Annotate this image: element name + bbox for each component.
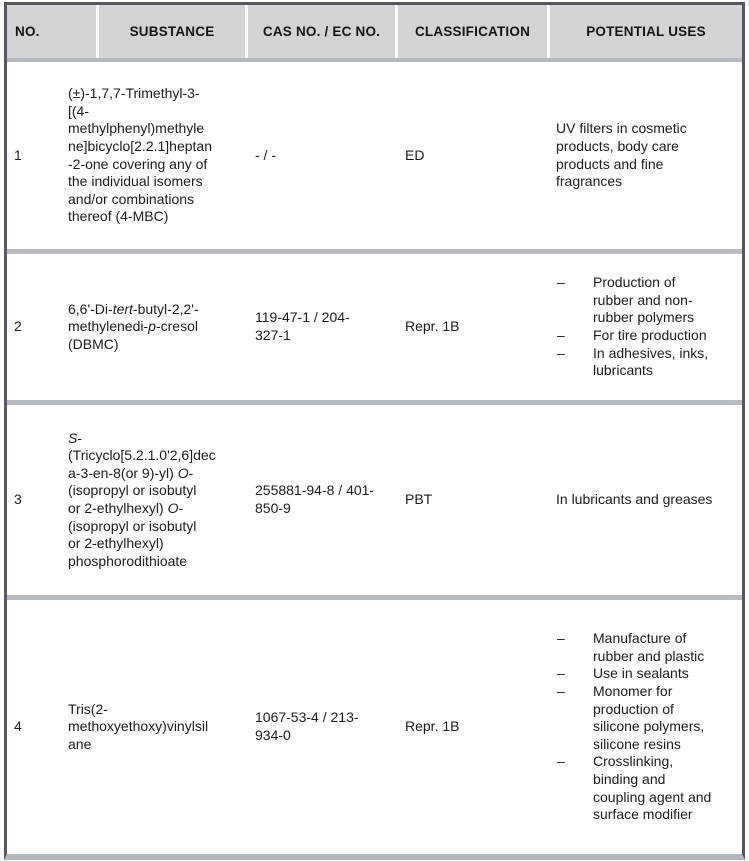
use-list-item: – Crosslinking, binding and coupling agen… xyxy=(556,753,738,823)
use-item-text: Use in sealants xyxy=(593,665,689,682)
cell-classification: Repr. 1B xyxy=(405,318,556,336)
cell-classification: PBT xyxy=(405,491,556,509)
substance-name-part: 6,6'-Di- xyxy=(68,300,113,317)
cell-no: 1 xyxy=(7,147,68,165)
use-list-item: – Use in sealants xyxy=(556,665,738,683)
use-item-text: Crosslinking, binding and coupling agent… xyxy=(593,753,712,823)
use-list-item: – In adhesives, inks, lubricants xyxy=(556,345,738,380)
substance-name-part: - (Tricyclo[5.2.1.0'2,6]dec a-3-en-8(or … xyxy=(68,429,216,481)
cas-ec-number: 255881-94-8 / 401- 850-9 xyxy=(255,482,375,516)
table-row: 3 S- (Tricyclo[5.2.1.0'2,6]dec a-3-en-8(… xyxy=(7,405,742,595)
dash-bullet: – xyxy=(557,665,565,682)
uses-list: – Production of rubber and non- rubber po… xyxy=(556,274,738,380)
substance-name-italic-part: p xyxy=(148,318,156,335)
cell-cas-ec: 119-47-1 / 204- 327-1 xyxy=(255,309,405,344)
substances-table: NO. SUBSTANCE CAS NO. / EC NO. CLASSIFIC… xyxy=(4,2,745,860)
cas-ec-number: - / - xyxy=(255,146,276,163)
header-cell-potential-uses: POTENTIAL USES xyxy=(547,5,742,58)
cell-no: 4 xyxy=(7,718,68,736)
table-row: 4 Tris(2- methoxyethoxy)vinylsil ane 106… xyxy=(7,600,742,854)
use-item-text: Production of rubber and non- rubber pol… xyxy=(593,274,695,326)
table-header-row: NO. SUBSTANCE CAS NO. / EC NO. CLASSIFIC… xyxy=(7,5,742,58)
cell-substance: Tris(2- methoxyethoxy)vinylsil ane xyxy=(68,701,255,754)
cell-no: 3 xyxy=(7,491,68,509)
substance-name-part: - (isopropyl or isobutyl or 2-ethylhexyl… xyxy=(68,464,197,516)
use-item-text: Monomer for production of silicone polym… xyxy=(593,683,705,752)
substance-name: (±)-1,7,7-Trimethyl-3- [(4- methylphenyl… xyxy=(68,85,212,224)
table-row: 2 6,6'-Di-tert-butyl-2,2'- methylenedi-p… xyxy=(7,254,742,400)
dash-bullet: – xyxy=(557,327,565,343)
header-separator xyxy=(7,58,742,62)
row-number: 1 xyxy=(14,146,22,163)
substance-name: S- (Tricyclo[5.2.1.0'2,6]dec a-3-en-8(or… xyxy=(68,430,216,569)
use-item-text: Manufacture of rubber and plastic xyxy=(593,630,705,664)
header-label: CAS NO. / EC NO. xyxy=(262,24,381,39)
cas-ec-number: 1067-53-4 / 213- 934-0 xyxy=(255,709,359,743)
substance-name: 6,6'-Di-tert-butyl-2,2'- methylenedi-p-c… xyxy=(68,301,199,352)
substance-name-part: - (isopropyl or isobutyl or 2-ethylhexyl… xyxy=(68,500,197,569)
cell-substance: 6,6'-Di-tert-butyl-2,2'- methylenedi-p-c… xyxy=(68,301,255,354)
header-label: POTENTIAL USES xyxy=(586,24,706,39)
cell-cas-ec: 1067-53-4 / 213- 934-0 xyxy=(255,709,405,744)
header-cell-classification: CLASSIFICATION xyxy=(395,5,547,58)
use-list-item: – For tire production xyxy=(556,327,738,345)
cell-cas-ec: 255881-94-8 / 401- 850-9 xyxy=(255,482,405,517)
row-number: 2 xyxy=(14,318,22,335)
classification-value: ED xyxy=(405,146,425,163)
uses-text: UV filters in cosmetic products, body ca… xyxy=(556,120,687,190)
row-number: 4 xyxy=(14,718,22,735)
cell-no: 2 xyxy=(7,318,68,336)
cell-potential-uses: In lubricants and greases xyxy=(556,491,742,509)
cell-potential-uses: UV filters in cosmetic products, body ca… xyxy=(556,120,742,190)
cell-cas-ec: - / - xyxy=(255,147,405,165)
cell-substance: S- (Tricyclo[5.2.1.0'2,6]dec a-3-en-8(or… xyxy=(68,430,255,571)
dash-bullet: – xyxy=(557,274,565,291)
header-cell-cas-ec: CAS NO. / EC NO. xyxy=(245,5,395,58)
cas-ec-number: 119-47-1 / 204- 327-1 xyxy=(255,309,350,343)
substance-name-italic-part: O xyxy=(177,464,189,481)
substance-name-part: -cresol (DBMC) xyxy=(68,318,198,352)
uses-list: – Manufacture of rubber and plastic – Use i… xyxy=(556,630,738,824)
substance-name-italic-part: tert xyxy=(112,300,133,317)
use-item-text: In adhesives, inks, lubricants xyxy=(593,344,709,379)
dash-bullet: – xyxy=(557,683,565,700)
substance-name-italic-part: S xyxy=(68,429,78,446)
cell-classification: Repr. 1B xyxy=(405,718,556,736)
classification-value: Repr. 1B xyxy=(405,318,460,335)
use-item-text: For tire production xyxy=(593,327,707,343)
cell-classification: ED xyxy=(405,147,556,165)
use-list-item: – Manufacture of rubber and plastic xyxy=(556,630,738,665)
cell-potential-uses: – Manufacture of rubber and plastic – Use i… xyxy=(556,630,742,824)
header-label: NO. xyxy=(15,24,40,39)
use-list-item: – Monomer for production of silicone poly… xyxy=(556,683,738,753)
dash-bullet: – xyxy=(557,344,565,361)
substance-name-part: -butyl-2,2'- methylenedi- xyxy=(68,300,199,335)
row-separator xyxy=(7,400,742,405)
row-separator xyxy=(7,249,742,254)
row-separator xyxy=(7,595,742,600)
table-row: 1 (±)-1,7,7-Trimethyl-3- [(4- methylphen… xyxy=(7,62,742,249)
classification-value: Repr. 1B xyxy=(405,718,460,735)
cell-potential-uses: – Production of rubber and non- rubber po… xyxy=(556,274,742,380)
cell-substance: (±)-1,7,7-Trimethyl-3- [(4- methylphenyl… xyxy=(68,85,255,226)
header-label: CLASSIFICATION xyxy=(414,24,531,39)
substance-name-part: Tris(2- methoxyethoxy)vinylsil ane xyxy=(68,700,209,752)
classification-value: PBT xyxy=(405,491,433,508)
header-label: SUBSTANCE xyxy=(129,24,215,39)
substance-name: Tris(2- methoxyethoxy)vinylsil ane xyxy=(68,701,208,752)
dash-bullet: – xyxy=(557,630,565,647)
header-cell-substance: SUBSTANCE xyxy=(96,5,245,58)
use-list-item: – Production of rubber and non- rubber po… xyxy=(556,274,738,327)
dash-bullet: – xyxy=(557,753,565,770)
uses-text: In lubricants and greases xyxy=(556,491,713,508)
substance-name-part: (±)-1,7,7-Trimethyl-3- [(4- methylphenyl… xyxy=(68,85,212,225)
header-cell-no: NO. xyxy=(7,5,96,58)
row-number: 3 xyxy=(14,491,22,508)
substance-name-italic-part: O xyxy=(167,500,179,516)
